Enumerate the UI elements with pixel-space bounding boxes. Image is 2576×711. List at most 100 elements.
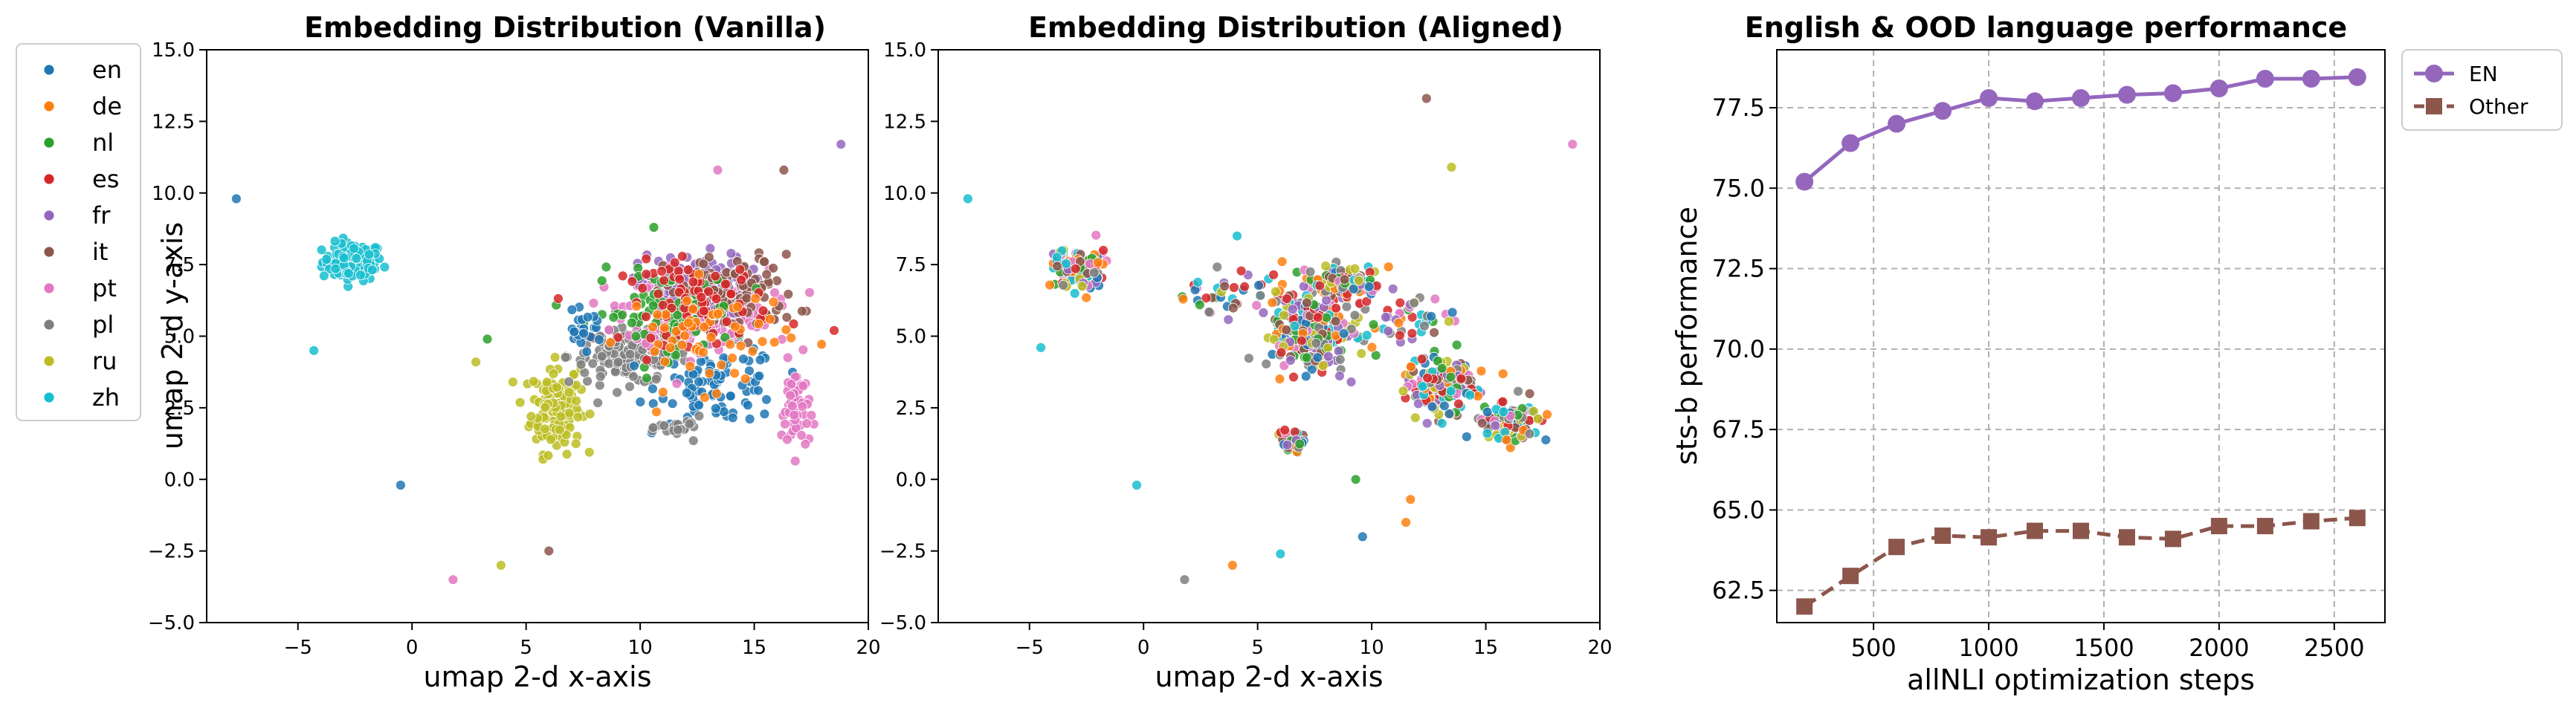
other-point bbox=[1842, 568, 1859, 585]
performance-y-tick-label: 67.5 bbox=[1712, 415, 1765, 444]
en-point bbox=[2026, 92, 2044, 111]
aligned-point-de bbox=[1276, 256, 1288, 267]
aligned-point-en bbox=[1338, 328, 1349, 339]
en-point bbox=[1980, 88, 1998, 107]
aligned-point-es bbox=[1236, 265, 1247, 276]
vanilla-point-en bbox=[694, 400, 704, 411]
vanilla-point-it bbox=[783, 289, 794, 299]
aligned-point-zh bbox=[1132, 480, 1142, 490]
vanilla-scatter-chart: Embedding Distribution (Vanilla) −5 0 5 10 1… bbox=[148, 11, 881, 693]
aligned-point-nl bbox=[1321, 312, 1332, 323]
performance-y-tick-label: 62.5 bbox=[1712, 577, 1765, 605]
vanilla-point-ru bbox=[526, 411, 537, 422]
vanilla-point-zh bbox=[355, 270, 366, 281]
aligned-point-pl bbox=[1212, 262, 1223, 273]
other-point bbox=[1796, 598, 1813, 615]
series-legend: EN Other bbox=[2401, 49, 2563, 131]
aligned-point-zh bbox=[1417, 381, 1428, 392]
aligned-point-en bbox=[1461, 431, 1472, 442]
aligned-point-nl bbox=[1451, 340, 1462, 351]
aligned-point-zh bbox=[1482, 428, 1493, 439]
aligned-point-pl bbox=[1334, 354, 1346, 365]
aligned-point-de bbox=[1178, 293, 1189, 305]
vanilla-point-es bbox=[657, 299, 668, 311]
aligned-points bbox=[963, 93, 1578, 585]
vanilla-point-pl bbox=[575, 359, 587, 370]
vanilla-y-tick-label: 0.0 bbox=[164, 469, 195, 491]
vanilla-y-tick-label: 5.0 bbox=[164, 326, 195, 348]
vanilla-point-es bbox=[637, 282, 648, 293]
vanilla-point-pt bbox=[796, 430, 807, 441]
vanilla-point-de bbox=[694, 269, 705, 280]
vanilla-point-en bbox=[629, 360, 639, 371]
vanilla-point-de bbox=[706, 332, 717, 343]
aligned-point-de bbox=[1401, 517, 1411, 527]
aligned-y-ticks: −5.0 −2.5 0.0 2.5 5.0 7.5 10.0 12.5 15.0 bbox=[879, 39, 938, 634]
aligned-point-nl bbox=[1301, 352, 1312, 363]
aligned-point-es bbox=[1229, 282, 1239, 293]
aligned-point-en bbox=[1357, 531, 1368, 542]
vanilla-point-ru bbox=[541, 377, 552, 388]
aligned-point-de bbox=[1405, 494, 1416, 505]
vanilla-point-pt bbox=[798, 344, 809, 355]
aligned-point-es bbox=[1456, 373, 1467, 384]
aligned-point-pl bbox=[1204, 306, 1215, 317]
vanilla-point-ru bbox=[568, 369, 579, 380]
aligned-point-it bbox=[1302, 297, 1312, 308]
vanilla-points bbox=[230, 139, 847, 585]
vanilla-point-es bbox=[617, 270, 628, 282]
other-point bbox=[2118, 529, 2135, 546]
aligned-y-tick-label: −5.0 bbox=[879, 612, 926, 634]
aligned-point-it bbox=[1421, 93, 1432, 104]
vanilla-point-en bbox=[230, 193, 242, 204]
aligned-point-pt bbox=[1430, 293, 1441, 305]
vanilla-point-pt bbox=[712, 164, 723, 175]
aligned-x-tick-label: 20 bbox=[1587, 637, 1612, 659]
vanilla-point-pl bbox=[612, 387, 622, 398]
vanilla-point-en bbox=[694, 377, 704, 387]
vanilla-point-nl bbox=[648, 222, 659, 233]
aligned-point-en bbox=[1439, 400, 1450, 412]
aligned-chart-title: Embedding Distribution (Aligned) bbox=[1028, 11, 1563, 44]
performance-y-tick-label: 77.5 bbox=[1712, 94, 1765, 122]
aligned-point-en bbox=[1540, 435, 1552, 445]
aligned-point-de bbox=[1227, 560, 1238, 571]
vanilla-point-it bbox=[761, 269, 772, 280]
aligned-y-tick-label: 5.0 bbox=[896, 326, 926, 348]
vanilla-point-it bbox=[778, 164, 790, 175]
vanilla-chart-title: Embedding Distribution (Vanilla) bbox=[304, 11, 826, 44]
vanilla-point-es bbox=[641, 269, 652, 279]
en-point bbox=[2117, 85, 2136, 104]
vanilla-point-en bbox=[569, 326, 580, 337]
aligned-point-pl bbox=[1058, 279, 1069, 290]
vanilla-point-de bbox=[781, 324, 792, 335]
vanilla-point-en bbox=[710, 403, 721, 414]
aligned-point-es bbox=[1407, 328, 1418, 339]
vanilla-point-zh bbox=[338, 253, 349, 264]
vanilla-point-ru bbox=[554, 424, 565, 435]
aligned-point-it bbox=[1219, 281, 1230, 292]
vanilla-point-de bbox=[704, 368, 715, 379]
vanilla-point-ru bbox=[584, 447, 595, 458]
aligned-point-de bbox=[1081, 292, 1092, 303]
legend-marker-pl bbox=[43, 319, 55, 331]
vanilla-point-pl bbox=[659, 421, 670, 431]
vanilla-point-de bbox=[648, 322, 658, 333]
vanilla-y-ticks: −5.0 −2.5 0.0 2.5 5.0 7.5 10.0 12.5 15.0 bbox=[148, 39, 207, 634]
vanilla-point-de bbox=[768, 296, 779, 308]
vanilla-y-tick-label: 10.0 bbox=[152, 183, 195, 205]
vanilla-point-pl bbox=[684, 418, 695, 429]
vanilla-point-de bbox=[716, 360, 727, 371]
vanilla-y-axis-label: umap 2-d y-axis bbox=[156, 222, 189, 449]
vanilla-point-de bbox=[764, 314, 775, 325]
aligned-point-es bbox=[1361, 296, 1372, 307]
vanilla-point-es bbox=[720, 279, 731, 290]
aligned-point-zh bbox=[1361, 330, 1372, 341]
vanilla-point-it bbox=[703, 252, 714, 263]
legend-label-es: es bbox=[92, 165, 119, 193]
vanilla-x-tick-label: 5 bbox=[520, 637, 532, 659]
vanilla-point-de bbox=[699, 322, 710, 332]
aligned-point-ru bbox=[1271, 286, 1281, 297]
aligned-point-zh bbox=[1192, 276, 1204, 288]
vanilla-point-zh bbox=[349, 243, 360, 254]
